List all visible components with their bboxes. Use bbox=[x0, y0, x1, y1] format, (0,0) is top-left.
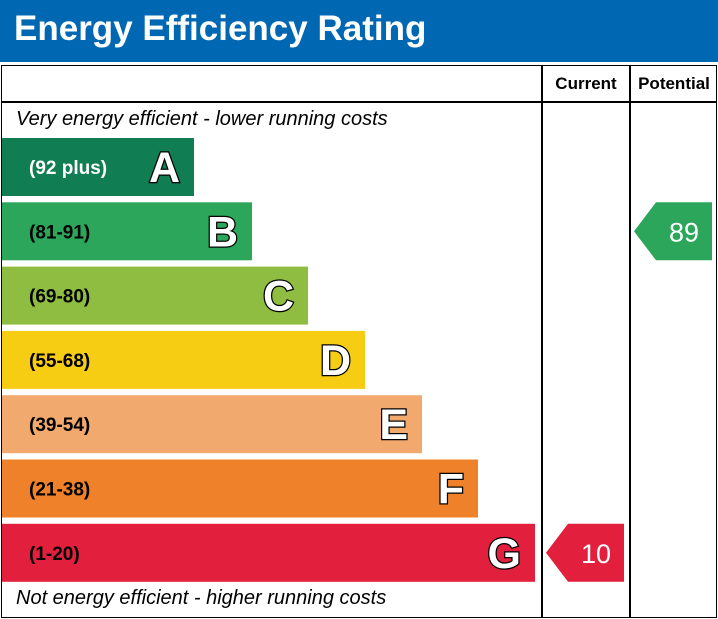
header-row-divider bbox=[1, 101, 717, 103]
band-f-letter: F bbox=[438, 466, 464, 514]
band-e-bar bbox=[2, 395, 422, 454]
band-d-bar bbox=[2, 330, 365, 389]
band-e-range: (39-54) bbox=[29, 415, 90, 436]
band-f-bar bbox=[2, 459, 478, 518]
band-b-bar bbox=[2, 202, 252, 261]
potential-column-header: Potential bbox=[638, 74, 710, 93]
bottom-note: Not energy efficient - higher running co… bbox=[16, 587, 387, 609]
potential-rating-value: 89 bbox=[669, 217, 699, 247]
band-b-letter: B bbox=[207, 208, 238, 256]
top-note: Very energy efficient - lower running co… bbox=[16, 108, 388, 130]
band-f-range: (21-38) bbox=[29, 480, 90, 501]
band-g-letter: G bbox=[488, 530, 521, 578]
band-g-range: (1-20) bbox=[29, 544, 80, 565]
band-b-range: (81-91) bbox=[29, 222, 90, 243]
current-rating-arrow bbox=[546, 523, 624, 582]
current-rating-value: 10 bbox=[581, 539, 611, 569]
band-e-letter: E bbox=[379, 401, 408, 449]
title-bar: Energy Efficiency Rating bbox=[0, 0, 718, 62]
band-d-letter: D bbox=[320, 337, 351, 385]
band-a-range: (92 plus) bbox=[29, 158, 107, 179]
potential-column-divider bbox=[629, 65, 631, 618]
potential-rating-arrow bbox=[634, 202, 712, 261]
current-column-divider bbox=[541, 65, 543, 618]
band-a-bar bbox=[2, 138, 194, 196]
band-c-letter: C bbox=[263, 273, 294, 321]
band-c-range: (69-80) bbox=[29, 287, 90, 308]
chart-title: Energy Efficiency Rating bbox=[14, 9, 427, 48]
rating-table bbox=[1, 65, 717, 618]
band-g-bar bbox=[2, 523, 535, 582]
current-column-header: Current bbox=[555, 74, 617, 93]
band-d-range: (55-68) bbox=[29, 351, 90, 372]
band-c-bar bbox=[2, 266, 308, 325]
band-a-letter: A bbox=[149, 144, 180, 192]
